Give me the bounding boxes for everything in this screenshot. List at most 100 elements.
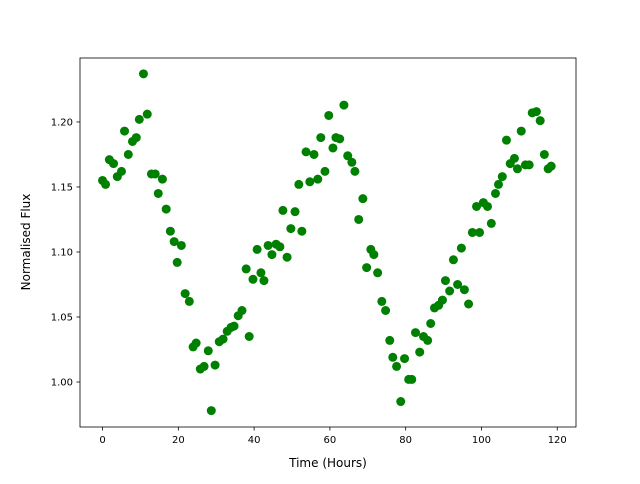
data-point bbox=[305, 177, 315, 187]
data-point bbox=[101, 179, 111, 189]
data-point bbox=[297, 226, 307, 236]
data-point bbox=[161, 204, 171, 214]
data-point bbox=[475, 227, 485, 237]
data-point bbox=[134, 114, 144, 124]
x-tick-label: 0 bbox=[99, 435, 105, 446]
x-tick-label: 20 bbox=[172, 435, 185, 446]
data-point bbox=[320, 166, 330, 176]
data-point bbox=[415, 347, 425, 357]
data-point bbox=[373, 268, 383, 278]
data-point bbox=[313, 174, 323, 184]
data-point bbox=[199, 361, 209, 371]
data-point bbox=[237, 306, 247, 316]
data-point bbox=[426, 319, 436, 329]
data-point bbox=[263, 240, 273, 250]
data-point bbox=[191, 338, 201, 348]
data-point bbox=[423, 335, 433, 345]
data-point bbox=[138, 69, 148, 79]
data-point bbox=[282, 252, 292, 262]
data-point bbox=[354, 214, 364, 224]
y-tick-label: 1.15 bbox=[51, 182, 73, 193]
data-point bbox=[259, 276, 269, 286]
data-point bbox=[275, 242, 285, 252]
data-point bbox=[157, 174, 167, 184]
data-point bbox=[316, 133, 326, 143]
data-point bbox=[509, 153, 519, 163]
data-point bbox=[120, 126, 130, 136]
data-point bbox=[176, 240, 186, 250]
data-point bbox=[501, 135, 511, 145]
data-point bbox=[388, 352, 398, 362]
data-point bbox=[116, 166, 126, 176]
data-point bbox=[184, 296, 194, 306]
data-point bbox=[464, 299, 474, 309]
data-point bbox=[123, 149, 133, 159]
y-tick-label: 1.00 bbox=[51, 378, 73, 389]
data-point bbox=[472, 201, 482, 211]
data-point bbox=[512, 164, 522, 174]
x-tick-label: 120 bbox=[548, 435, 567, 446]
data-point bbox=[150, 169, 160, 179]
data-point bbox=[335, 134, 345, 144]
x-axis-label: Time (Hours) bbox=[288, 456, 367, 470]
data-point bbox=[381, 306, 391, 316]
data-point bbox=[131, 133, 141, 143]
data-point bbox=[516, 126, 526, 136]
x-tick-label: 40 bbox=[248, 435, 261, 446]
data-point bbox=[531, 107, 541, 117]
data-point bbox=[407, 374, 417, 384]
data-point bbox=[490, 188, 500, 198]
data-point bbox=[396, 397, 406, 407]
data-point bbox=[445, 286, 455, 296]
data-point bbox=[324, 110, 334, 120]
data-point bbox=[286, 224, 296, 234]
data-point bbox=[350, 166, 360, 176]
data-point bbox=[248, 274, 258, 284]
data-point bbox=[539, 149, 549, 159]
data-point bbox=[294, 179, 304, 189]
data-point bbox=[206, 406, 216, 416]
data-point bbox=[497, 172, 507, 182]
data-point bbox=[448, 255, 458, 265]
data-point bbox=[339, 100, 349, 110]
data-point bbox=[180, 289, 190, 299]
data-point bbox=[358, 194, 368, 204]
y-tick-label: 1.20 bbox=[51, 117, 73, 128]
data-point bbox=[309, 149, 319, 159]
data-point bbox=[467, 227, 477, 237]
data-point bbox=[109, 159, 119, 169]
data-point bbox=[267, 250, 277, 260]
data-point bbox=[241, 264, 251, 274]
data-point bbox=[440, 276, 450, 286]
data-point bbox=[400, 354, 410, 364]
data-point bbox=[459, 285, 469, 295]
y-axis-label: Normalised Flux bbox=[19, 194, 33, 291]
data-point bbox=[392, 361, 402, 371]
data-point bbox=[362, 263, 372, 273]
x-tick-label: 60 bbox=[324, 435, 337, 446]
data-point bbox=[172, 257, 182, 267]
data-point bbox=[252, 244, 262, 254]
data-point bbox=[486, 218, 496, 228]
data-point bbox=[218, 334, 228, 344]
data-point bbox=[385, 335, 395, 345]
data-point bbox=[210, 360, 220, 370]
y-tick-label: 1.05 bbox=[51, 313, 73, 324]
data-point bbox=[453, 279, 463, 289]
plot-frame bbox=[79, 57, 577, 428]
data-point bbox=[244, 332, 254, 342]
data-point bbox=[343, 151, 353, 161]
x-tick-label: 80 bbox=[399, 435, 412, 446]
data-point bbox=[203, 346, 213, 356]
data-point bbox=[301, 147, 311, 157]
data-point bbox=[169, 237, 179, 247]
data-point bbox=[535, 116, 545, 126]
data-point bbox=[165, 226, 175, 236]
data-point bbox=[377, 296, 387, 306]
data-point bbox=[229, 321, 239, 331]
data-point bbox=[411, 328, 421, 338]
y-tick-label: 1.10 bbox=[51, 247, 73, 258]
data-point bbox=[153, 188, 163, 198]
